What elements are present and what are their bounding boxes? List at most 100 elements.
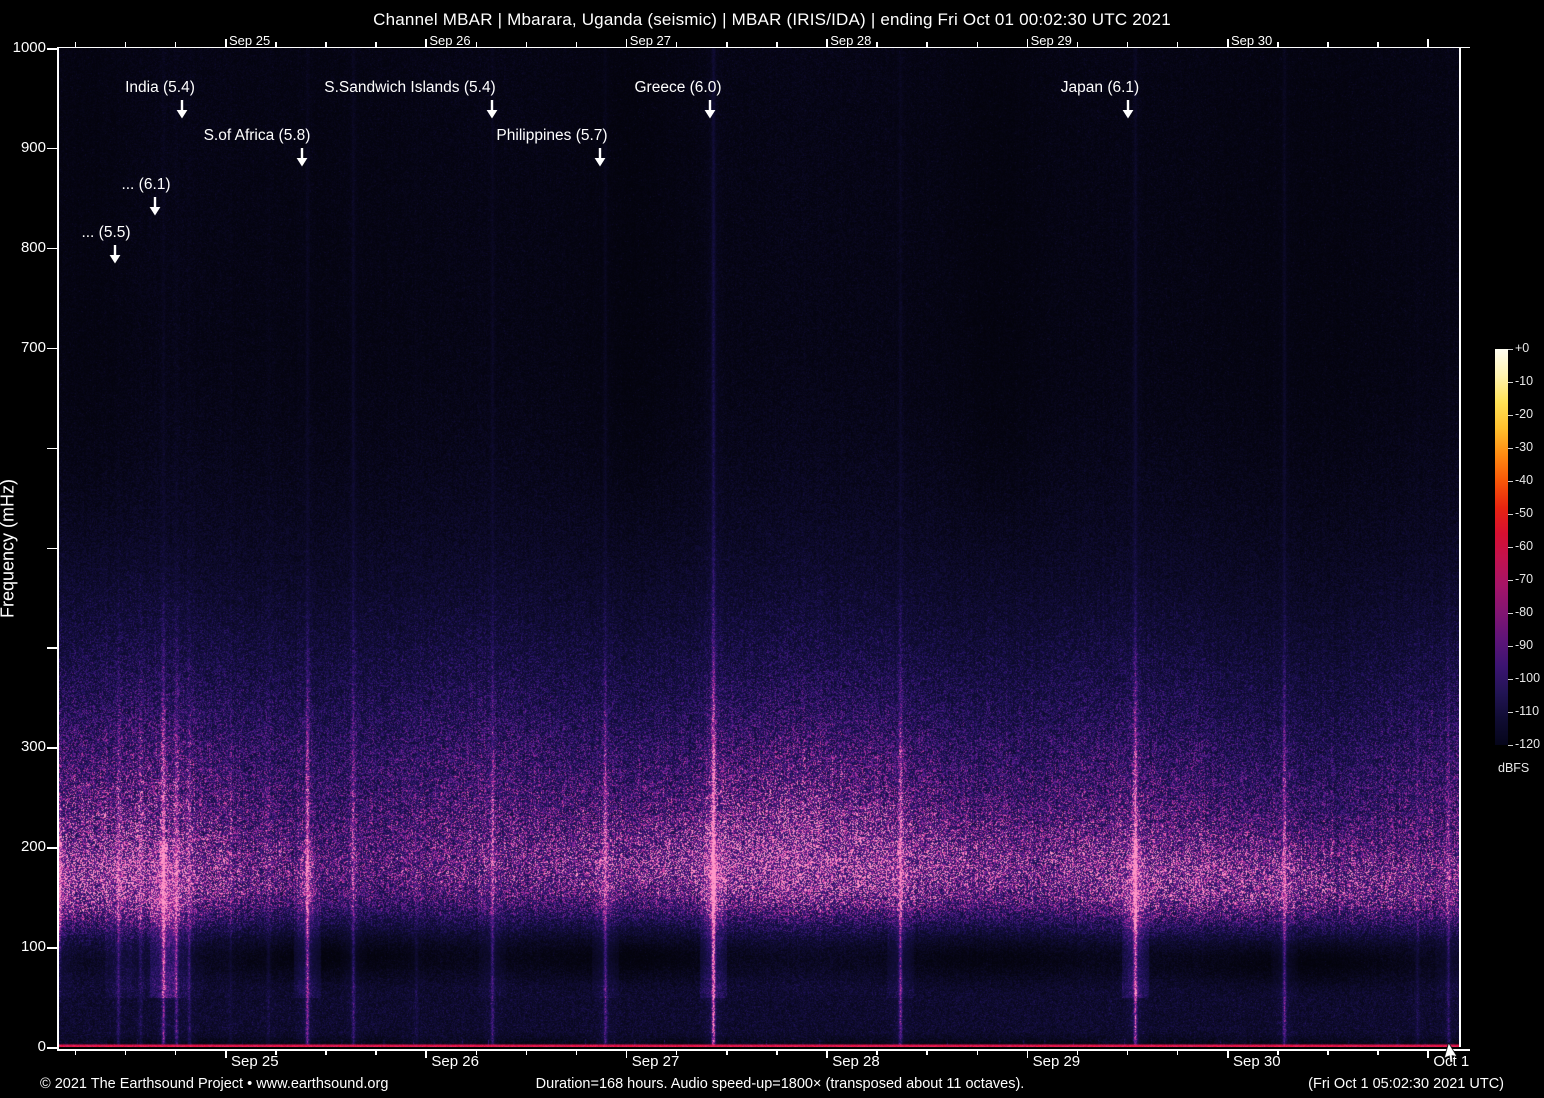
- footer-duration-note: Duration=168 hours. Audio speed-up=1800×…: [535, 1076, 1025, 1092]
- y-axis-title: Frequency (mHz): [0, 478, 18, 619]
- x-tick-top: [1227, 39, 1229, 48]
- down-arrow-icon: [486, 100, 498, 119]
- y-axis-spine: [57, 48, 59, 1049]
- x-tick-bottom: [275, 1049, 277, 1055]
- colorbar-tick-label: -40: [1515, 473, 1534, 487]
- x-tick-top: [225, 39, 227, 48]
- mouse-cursor-icon: [1443, 1042, 1458, 1064]
- colorbar-tick: [1508, 679, 1513, 680]
- x-tick-bottom: [1427, 1049, 1429, 1058]
- x-tick-bottom: [726, 1049, 728, 1055]
- x-tick-bottom: [575, 1049, 578, 1055]
- earthquake-label: Greece (6.0): [634, 79, 722, 96]
- x-tick-top: [1126, 42, 1129, 48]
- x-tick-top: [1026, 39, 1029, 48]
- y-tick: [47, 48, 57, 50]
- top-axis-line: [57, 46, 1470, 48]
- x-tick-top: [1427, 39, 1429, 48]
- x-tick-top: [976, 42, 978, 48]
- y-axis-label: 0: [37, 1038, 46, 1055]
- colorbar-tick-label: -30: [1515, 440, 1534, 454]
- colorbar-tick-label: -60: [1515, 539, 1534, 553]
- y-axis-label: 200: [20, 838, 46, 856]
- x-tick-top: [1176, 42, 1179, 48]
- y-axis-label: 300: [20, 738, 46, 756]
- x-tick-bottom: [325, 1049, 327, 1055]
- x-axis-bottom-label: Sep 28: [832, 1053, 880, 1070]
- x-tick-bottom: [1176, 1049, 1179, 1055]
- down-arrow-icon: [149, 197, 161, 216]
- y-tick: [47, 447, 57, 450]
- colorbar-tick: [1508, 514, 1513, 515]
- x-axis-bottom-label: Sep 26: [431, 1053, 479, 1070]
- colorbar-unit-label: dBFS: [1498, 761, 1530, 775]
- colorbar-tick-label: -50: [1515, 506, 1534, 520]
- colorbar-tick-label: -70: [1515, 572, 1534, 586]
- x-tick-bottom: [1277, 1049, 1279, 1055]
- x-tick-top: [375, 42, 377, 48]
- y-axis-label: 100: [20, 938, 46, 956]
- x-tick-top: [124, 42, 127, 48]
- x-tick-bottom: [1126, 1049, 1129, 1055]
- colorbar-tick-label: -20: [1515, 407, 1534, 421]
- x-tick-bottom: [926, 1049, 928, 1055]
- y-tick: [47, 947, 57, 949]
- spectrogram-canvas: [57, 48, 1459, 1047]
- earthquake-label: Philippines (5.7): [496, 127, 608, 144]
- y-tick: [47, 647, 57, 649]
- y-axis-label: 800: [20, 238, 46, 256]
- x-tick-top: [174, 42, 177, 48]
- x-tick-bottom: [124, 1049, 127, 1055]
- colorbar-tick: [1508, 481, 1513, 482]
- x-axis-top-label: Sep 29: [1030, 33, 1072, 48]
- x-tick-bottom: [625, 1049, 628, 1058]
- x-tick-top: [425, 39, 427, 48]
- y-tick: [47, 547, 57, 549]
- y-tick: [47, 347, 57, 350]
- earthquake-label: India (5.4): [125, 79, 195, 96]
- earthquake-label: ... (5.5): [81, 224, 131, 241]
- x-axis-bottom-label: Sep 27: [631, 1053, 680, 1070]
- colorbar-tick-label: +0: [1515, 341, 1530, 355]
- y-axis-label: 1000: [12, 39, 46, 56]
- x-tick-bottom: [826, 1049, 828, 1058]
- x-tick-bottom: [475, 1049, 477, 1055]
- x-tick-top: [575, 42, 578, 48]
- colorbar-tick: [1508, 448, 1513, 449]
- x-tick-top: [776, 42, 778, 48]
- colorbar-tick: [1508, 382, 1513, 383]
- x-axis-bottom-label: Sep 30: [1233, 1053, 1281, 1070]
- x-tick-top: [675, 42, 678, 48]
- x-axis-top-label: Sep 25: [229, 33, 271, 48]
- footer-copyright: © 2021 The Earthsound Project • www.eart…: [40, 1076, 389, 1092]
- x-tick-bottom: [675, 1049, 678, 1055]
- x-tick-bottom: [174, 1049, 177, 1055]
- x-tick-top: [1076, 42, 1079, 48]
- y-tick: [47, 747, 57, 749]
- x-tick-bottom: [375, 1049, 377, 1055]
- y-axis-label: 700: [20, 338, 46, 356]
- bottom-axis-line: [57, 1049, 1470, 1051]
- x-tick-top: [1277, 42, 1279, 48]
- earthquake-label: S.Sandwich Islands (5.4): [324, 79, 496, 96]
- colorbar-tick-label: -110: [1515, 704, 1540, 718]
- colorbar-tick: [1508, 547, 1513, 548]
- down-arrow-icon: [1122, 100, 1134, 119]
- x-tick-bottom: [1377, 1049, 1379, 1055]
- x-tick-bottom: [1327, 1049, 1329, 1055]
- x-tick-bottom: [1076, 1049, 1079, 1055]
- x-axis-bottom-label: Sep 29: [1032, 1053, 1081, 1070]
- footer-timestamp: (Fri Oct 1 05:02:30 2021 UTC): [1308, 1076, 1504, 1092]
- colorbar-tick: [1508, 646, 1513, 647]
- x-tick-top: [826, 39, 828, 48]
- x-tick-top: [625, 39, 628, 48]
- y-tick: [47, 147, 57, 150]
- x-tick-bottom: [876, 1049, 878, 1055]
- down-arrow-icon: [109, 245, 121, 264]
- x-tick-bottom: [1227, 1049, 1229, 1058]
- down-arrow-icon: [594, 148, 606, 167]
- x-tick-top: [1377, 42, 1379, 48]
- x-tick-top: [926, 42, 928, 48]
- x-tick-bottom: [976, 1049, 978, 1055]
- x-axis-bottom-label: Sep 25: [231, 1053, 279, 1070]
